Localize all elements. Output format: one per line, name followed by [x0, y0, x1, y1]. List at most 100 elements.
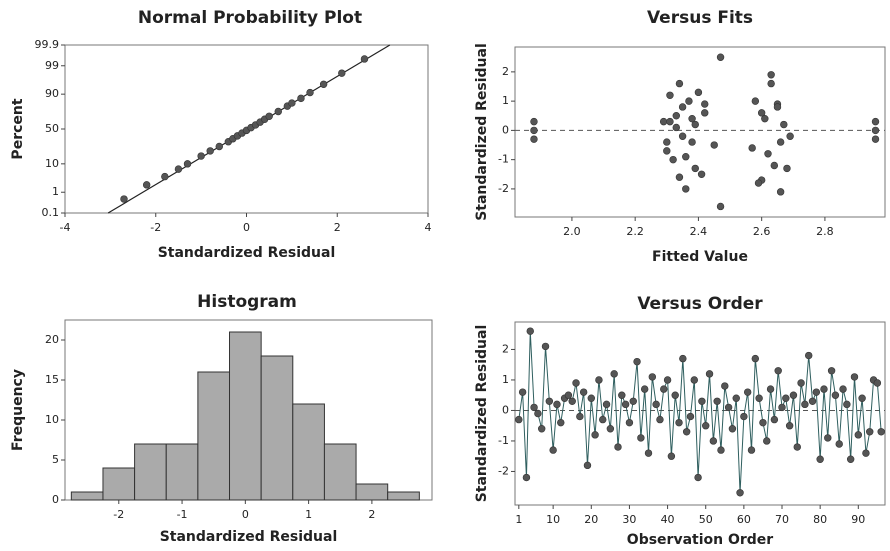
point [752, 355, 759, 362]
x-tick-label: 2.2 [626, 225, 644, 238]
point [706, 370, 713, 377]
bar [166, 444, 198, 500]
point [554, 401, 561, 408]
point [689, 115, 696, 122]
point [673, 112, 680, 119]
point [519, 389, 526, 396]
point [637, 435, 644, 442]
point [872, 127, 879, 134]
point [660, 386, 667, 393]
point [794, 444, 801, 451]
chart-title: Versus Order [637, 294, 763, 314]
point [573, 380, 580, 387]
x-tick-label: -2 [150, 221, 161, 234]
point [198, 153, 205, 160]
point [874, 380, 881, 387]
x-axis-label: Observation Order [627, 532, 774, 548]
point [121, 196, 128, 203]
point [760, 419, 767, 426]
point [615, 444, 622, 451]
point [718, 447, 725, 454]
y-tick-label: 1 [52, 185, 59, 198]
bar [103, 468, 135, 500]
point [266, 113, 273, 120]
point [565, 392, 572, 399]
y-tick-label: 1 [502, 373, 509, 386]
point [531, 404, 538, 411]
point [298, 95, 305, 102]
bar [71, 492, 103, 500]
x-tick-label: 2.0 [563, 225, 581, 238]
y-tick-label: 10 [45, 157, 59, 170]
bar [198, 372, 230, 500]
point [649, 374, 656, 381]
point [676, 174, 683, 181]
point [175, 166, 182, 173]
x-tick-label: -1 [177, 508, 188, 521]
point [787, 133, 794, 140]
y-tick-label: 2 [502, 342, 509, 355]
point [701, 101, 708, 108]
point [768, 80, 775, 87]
x-tick-label: 90 [851, 513, 865, 526]
x-tick-label: -4 [60, 221, 71, 234]
point [603, 401, 610, 408]
point [667, 118, 674, 125]
point [645, 450, 652, 457]
point [607, 425, 614, 432]
point [676, 80, 683, 87]
point [523, 474, 530, 481]
y-tick-label: 2 [502, 65, 509, 78]
y-tick-label: -1 [498, 153, 509, 166]
point [763, 438, 770, 445]
point [872, 118, 879, 125]
point [779, 404, 786, 411]
point [758, 109, 765, 116]
point [866, 428, 873, 435]
point [611, 370, 618, 377]
point [216, 143, 223, 150]
point [733, 395, 740, 402]
point [765, 150, 772, 157]
point [859, 395, 866, 402]
chart-title: Normal Probability Plot [138, 8, 362, 28]
x-axis-label: Standardized Residual [158, 245, 336, 261]
point [699, 398, 706, 405]
point [670, 156, 677, 163]
point [672, 392, 679, 399]
point [878, 428, 885, 435]
point [683, 428, 690, 435]
point [663, 139, 670, 146]
bar [230, 332, 262, 500]
x-tick-label: 4 [425, 221, 432, 234]
point [698, 171, 705, 178]
point [809, 398, 816, 405]
y-axis-label: Standardized Residual [474, 325, 490, 503]
point [686, 98, 693, 105]
point [771, 162, 778, 169]
point [531, 136, 538, 143]
point [836, 441, 843, 448]
point [767, 386, 774, 393]
point [756, 395, 763, 402]
point [717, 54, 724, 61]
y-tick-label: -2 [498, 464, 509, 477]
point [588, 395, 595, 402]
plot-frame [515, 47, 885, 217]
point [657, 416, 664, 423]
x-tick-label: 2.6 [753, 225, 771, 238]
point [687, 413, 694, 420]
point [663, 147, 670, 154]
point [664, 377, 671, 384]
y-tick-label: 90 [45, 87, 59, 100]
point [531, 127, 538, 134]
point [630, 398, 637, 405]
y-tick-label: 1 [502, 94, 509, 107]
point [580, 389, 587, 396]
point [701, 109, 708, 116]
point [542, 343, 549, 350]
point [569, 398, 576, 405]
point [207, 148, 214, 155]
x-axis-label: Fitted Value [652, 249, 748, 265]
point [634, 358, 641, 365]
